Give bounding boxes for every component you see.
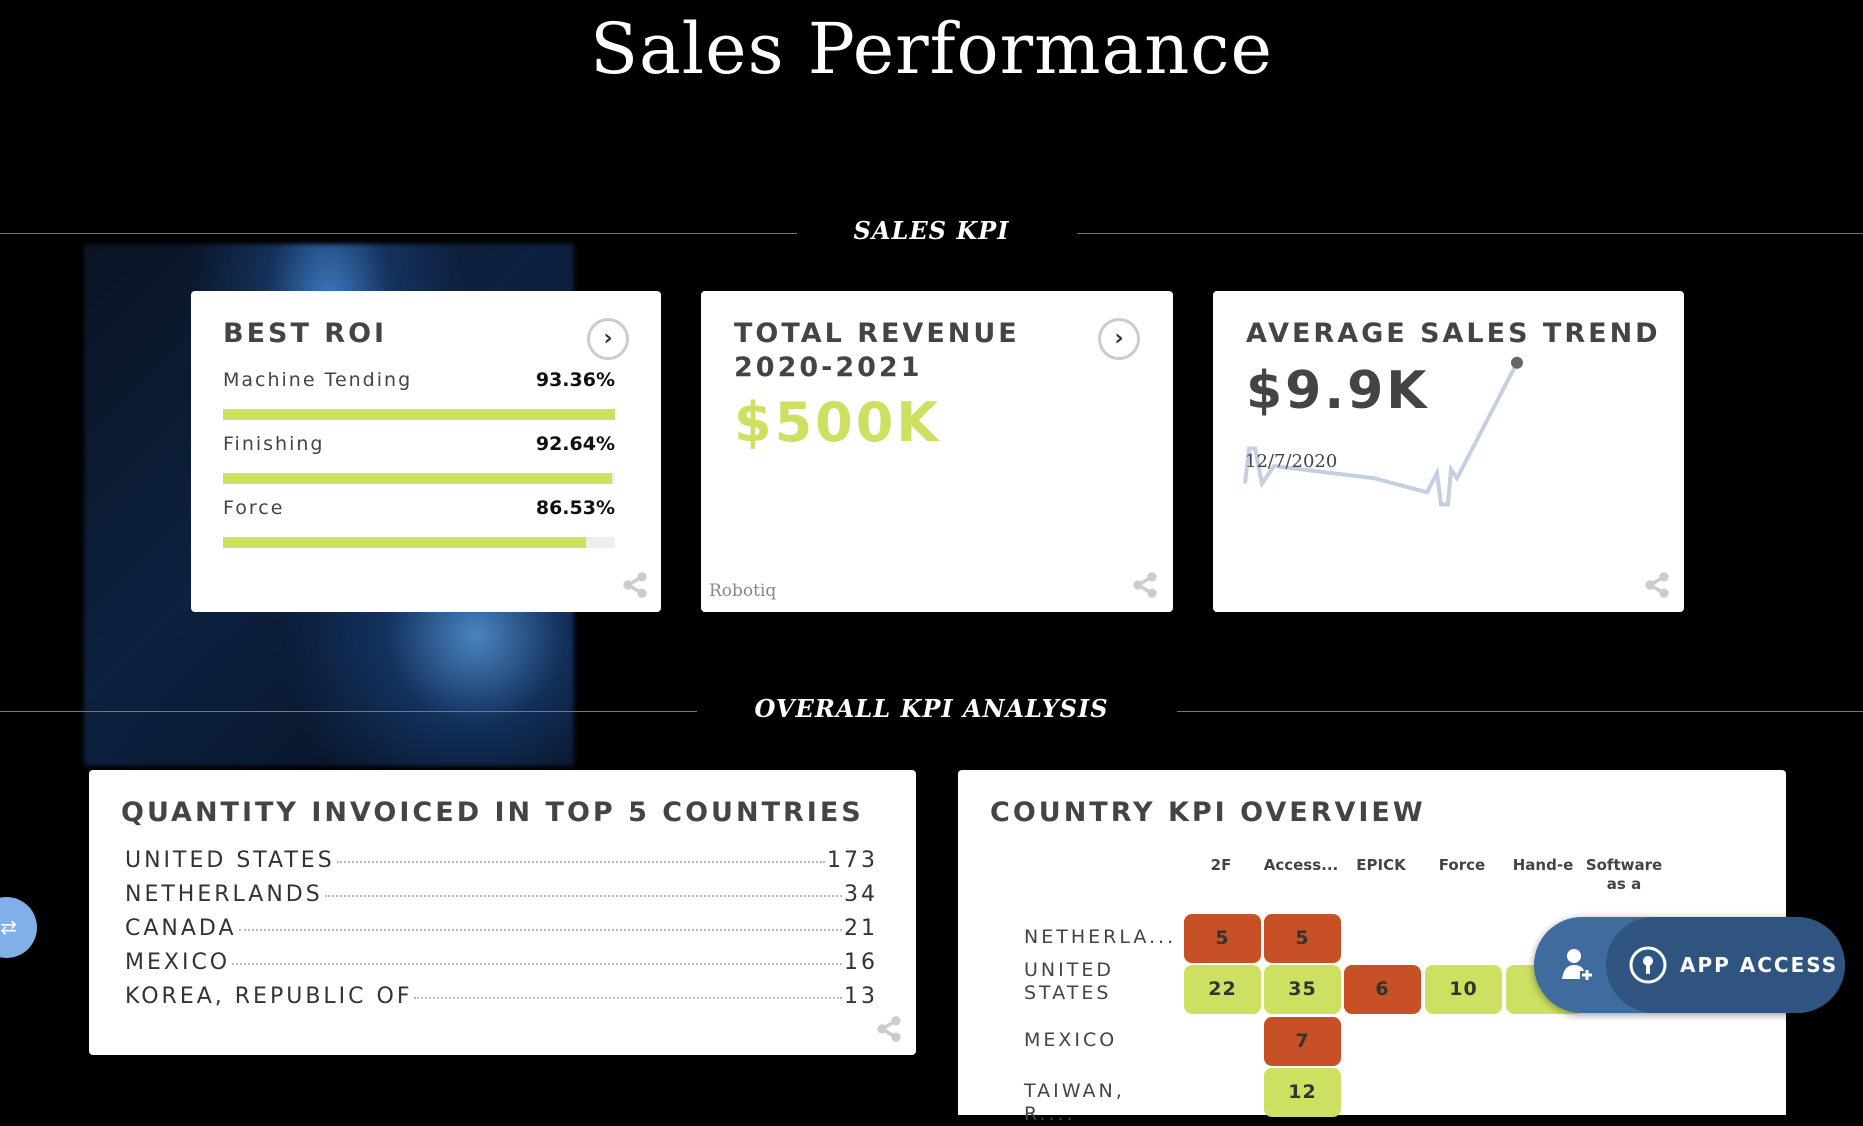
- country-name: NETHERLANDS: [125, 882, 323, 907]
- roi-progress-fill: [223, 409, 615, 420]
- roi-label: Machine Tending: [223, 369, 413, 391]
- sales-trend-sparkline: [1243, 356, 1523, 507]
- column-header: Hand-e: [1512, 856, 1574, 874]
- section-sales-kpi: SALES KPI: [0, 216, 1863, 245]
- section-overall-kpi: OVERALL KPI ANALYSIS: [0, 694, 1863, 723]
- heatmap-cell[interactable]: 5: [1264, 914, 1341, 963]
- card-title-line2: 2020-2021: [734, 352, 923, 383]
- heatmap-cell[interactable]: 5: [1184, 914, 1261, 963]
- quantity-invoiced-card: QUANTITY INVOICED IN TOP 5 COUNTRIES UNI…: [89, 770, 916, 1055]
- best-roi-card: BEST ROI › Machine Tending 93.36% Finishin…: [191, 291, 661, 612]
- quantity-row: MEXICO 16: [125, 950, 878, 975]
- roi-progress-bar: [223, 409, 615, 420]
- share-icon[interactable]: [875, 1015, 903, 1043]
- row-header: TAIWAN, R....: [1024, 1080, 1125, 1125]
- country-name: UNITED STATES: [125, 848, 335, 873]
- share-icon[interactable]: [1131, 571, 1159, 599]
- quantity-row: CANADA 21: [125, 916, 878, 941]
- app-access-label: APP ACCESS: [1680, 953, 1839, 977]
- roi-row: Finishing 92.64%: [223, 433, 615, 484]
- share-icon[interactable]: [1643, 571, 1671, 599]
- quantity-value: 173: [827, 848, 878, 873]
- heatmap-cell[interactable]: 12: [1264, 1068, 1341, 1117]
- trend-line: [1243, 361, 1519, 507]
- roi-progress-fill: [223, 473, 612, 484]
- quantity-row: NETHERLANDS 34: [125, 882, 878, 907]
- quantity-value: 16: [844, 950, 878, 975]
- roi-progress-bar: [223, 473, 615, 484]
- chevron-right-icon[interactable]: ›: [587, 318, 629, 360]
- country-name: KOREA, REPUBLIC OF: [125, 984, 413, 1009]
- total-revenue-card: TOTAL REVENUE 2020-2021 › $500K Robotiq: [701, 291, 1173, 612]
- quantity-row: KOREA, REPUBLIC OF 13: [125, 984, 878, 1009]
- share-icon[interactable]: [621, 571, 649, 599]
- quantity-row: UNITED STATES 173: [125, 848, 878, 873]
- trend-date-label: 12/7/2020: [1245, 451, 1338, 472]
- country-name: CANADA: [125, 916, 237, 941]
- roi-row: Force 86.53%: [223, 497, 615, 548]
- roi-row: Machine Tending 93.36%: [223, 369, 615, 420]
- roi-value: 92.64%: [535, 433, 615, 455]
- heatmap-cell[interactable]: 6: [1344, 965, 1421, 1014]
- keyhole-icon: [1629, 946, 1667, 984]
- row-header: UNITED STATES: [1024, 959, 1114, 1004]
- card-title: BEST ROI: [223, 318, 388, 349]
- card-title: COUNTRY KPI OVERVIEW: [990, 797, 1426, 828]
- roi-value: 93.36%: [535, 369, 615, 391]
- page-title: Sales Performance: [590, 8, 1273, 90]
- trend-last-point: [1511, 356, 1523, 369]
- column-header: EPICK: [1356, 856, 1406, 874]
- country-name: MEXICO: [125, 950, 231, 975]
- heatmap-cell[interactable]: 10: [1425, 965, 1502, 1014]
- section-title: OVERALL KPI ANALYSIS: [754, 694, 1109, 723]
- column-header: 2F: [1210, 856, 1232, 874]
- app-access-widget[interactable]: APP ACCESS: [1534, 917, 1845, 1013]
- heatmap-cell[interactable]: 22: [1184, 965, 1261, 1014]
- section-title: SALES KPI: [853, 216, 1010, 245]
- heatmap-cell[interactable]: 35: [1264, 965, 1341, 1014]
- roi-value: 86.53%: [535, 497, 615, 519]
- card-title: QUANTITY INVOICED IN TOP 5 COUNTRIES: [121, 797, 864, 828]
- row-header: MEXICO: [1024, 1029, 1118, 1051]
- average-sales-card: AVERAGE SALES TREND $9.9K 12/7/2020: [1213, 291, 1684, 612]
- roi-progress-bar: [223, 537, 615, 548]
- sidebar-toggle-button[interactable]: ⇄: [0, 897, 37, 958]
- row-header: NETHERLA...: [1024, 926, 1177, 948]
- quantity-value: 34: [844, 882, 878, 907]
- quantity-value: 13: [844, 984, 878, 1009]
- add-user-icon[interactable]: [1562, 947, 1594, 983]
- column-header: Force: [1438, 856, 1486, 874]
- chevron-right-icon[interactable]: ›: [1098, 318, 1140, 360]
- roi-label: Finishing: [223, 433, 325, 455]
- quantity-value: 21: [844, 916, 878, 941]
- card-title-line1: TOTAL REVENUE: [734, 318, 1020, 349]
- roi-label: Force: [223, 497, 285, 519]
- heatmap-cell[interactable]: 7: [1264, 1017, 1341, 1066]
- source-label: Robotiq: [709, 581, 777, 601]
- average-sales-value: $9.9K: [1246, 361, 1430, 421]
- roi-progress-fill: [223, 537, 587, 548]
- column-header: Access...: [1263, 856, 1339, 874]
- card-title: AVERAGE SALES TREND: [1246, 318, 1661, 349]
- column-header: Software as a: [1585, 856, 1663, 893]
- total-revenue-value: $500K: [734, 391, 942, 454]
